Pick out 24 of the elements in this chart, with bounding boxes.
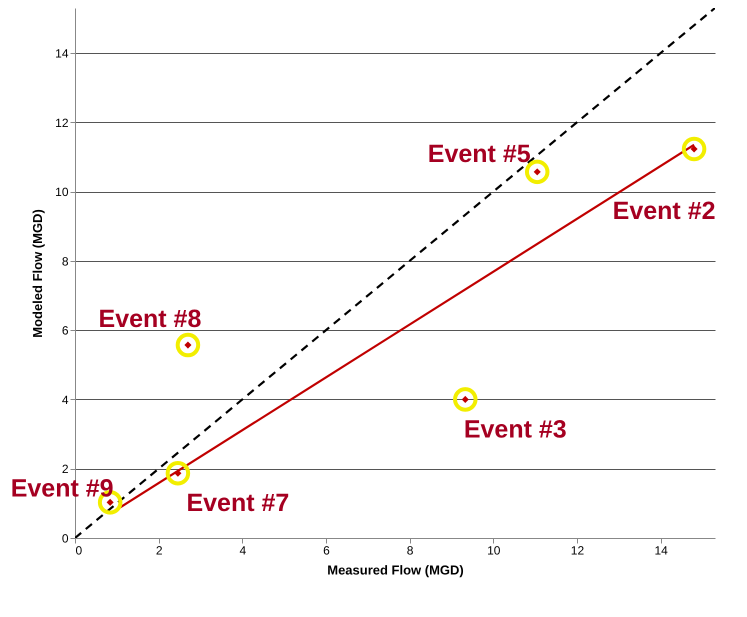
annotation: Event #8 [98,305,202,334]
x-tick-label: 10 [487,544,501,558]
x-tick-label: 2 [156,544,163,558]
annotation: Event #9 [10,474,114,502]
x-tick-label: 12 [570,544,584,558]
x-tick-label: 0 [76,544,82,558]
x-tick-label: 8 [406,544,414,558]
y-tick-label: 10 [55,185,69,200]
y-tick-label: 12 [55,116,69,130]
x-tick-label: 6 [323,544,330,558]
annotation: Event #3 [464,415,567,444]
y-tick-label: 8 [62,254,69,268]
annotation: Event #5 [428,140,531,168]
x-axis-title: Measured Flow (MGD) [327,562,464,578]
y-tick-label: 14 [55,46,69,61]
y-tick-label: 4 [62,392,69,407]
y-tick-label: 2 [62,462,69,476]
annotation: Event #2 [612,196,716,225]
y-axis-title: Modeled Flow (MGD) [30,209,46,338]
x-tick-label: 4 [239,544,246,558]
y-tick-label: 0 [62,532,69,546]
annotation: Event #7 [186,489,290,518]
x-tick-label: 14 [654,544,668,558]
y-tick-label: 6 [62,324,69,338]
